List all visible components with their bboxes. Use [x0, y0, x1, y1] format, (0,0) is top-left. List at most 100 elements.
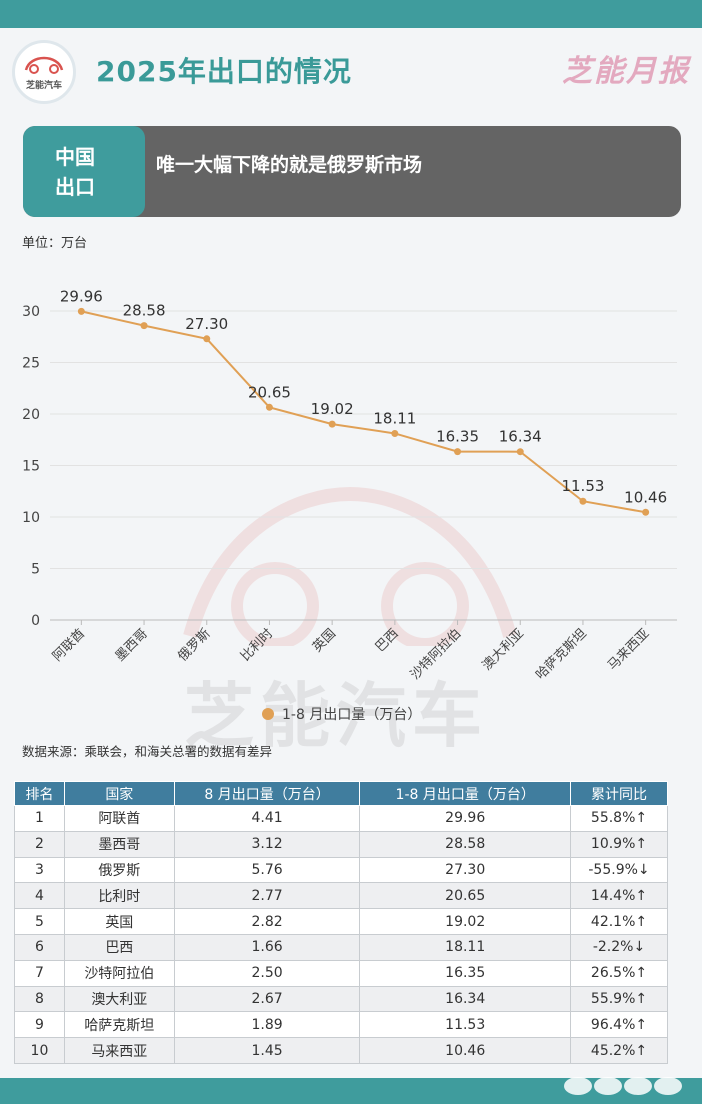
- brand-name: 芝能月报: [562, 54, 690, 89]
- table-cell: 1.45: [173, 1037, 361, 1064]
- table-row: 1 阿联酋 4.41 29.96 55.8%↑: [14, 805, 668, 832]
- table-cell: 4.41: [173, 805, 361, 832]
- y-tick-label: 15: [22, 459, 40, 475]
- table-cell: 29.96: [359, 805, 572, 832]
- x-tick-label: 英国: [310, 626, 339, 655]
- car-logo-icon: [24, 56, 64, 74]
- x-tick-label: 俄罗斯: [175, 626, 213, 664]
- legend-marker: [262, 708, 274, 720]
- table-cell: 1.89: [173, 1011, 361, 1039]
- data-point: [140, 322, 148, 330]
- y-tick-label: 10: [22, 510, 40, 526]
- table-cell: 澳大利亚: [63, 985, 175, 1013]
- y-tick-label: 30: [22, 304, 40, 320]
- table-row: 4 比利时 2.77 20.65 14.4%↑: [14, 882, 668, 910]
- data-point: [516, 448, 524, 456]
- table-cell: -55.9%↓: [570, 856, 668, 884]
- table-cell: 哈萨克斯坦: [63, 1011, 175, 1039]
- table-header-cell: 8 月出口量（万台）: [173, 781, 361, 806]
- table-row: 8 澳大利亚 2.67 16.34 55.9%↑: [14, 985, 668, 1013]
- table-cell: 俄罗斯: [63, 856, 175, 884]
- table-row: 9 哈萨克斯坦 1.89 11.53 96.4%↑: [14, 1011, 668, 1039]
- x-tick-label: 墨西哥: [113, 626, 151, 664]
- table-cell: 96.4%↑: [570, 1011, 668, 1039]
- logo-text: 芝能汽车: [25, 80, 62, 91]
- banner-tag: 中国 出口: [23, 126, 145, 217]
- table-body: 1 阿联酋 4.41 29.96 55.8%↑ 2 墨西哥 3.12 28.58 10.9%↑ 3 俄…: [14, 805, 668, 1064]
- data-label: 28.58: [123, 302, 166, 320]
- table-cell: 5: [14, 908, 65, 935]
- table-cell: 10.46: [359, 1037, 572, 1064]
- table-cell: 16.34: [359, 985, 572, 1013]
- table-cell: 14.4%↑: [570, 882, 668, 910]
- table-cell: 55.9%↑: [570, 985, 668, 1013]
- data-point: [579, 497, 587, 505]
- series-line: [81, 310, 646, 514]
- table-cell: 55.8%↑: [570, 805, 668, 832]
- data-label: 16.35: [436, 428, 479, 446]
- y-tick-label: 0: [31, 613, 40, 629]
- data-point: [642, 508, 650, 516]
- table-cell: 马来西亚: [63, 1037, 175, 1064]
- table-cell: 8: [14, 985, 65, 1013]
- data-label: 11.53: [561, 477, 604, 495]
- table-cell: 10: [14, 1037, 65, 1064]
- table-cell: 27.30: [359, 856, 572, 884]
- top-band: [0, 0, 702, 28]
- headline-banner: 中国 出口 唯一大幅下降的就是俄罗斯市场: [23, 126, 681, 217]
- table-cell: 英国: [63, 908, 175, 935]
- table-cell: 2: [14, 830, 65, 858]
- source-note: 数据来源：乘联会，和海关总署的数据有差异: [22, 744, 273, 759]
- unit-label: 单位：万台: [22, 236, 88, 251]
- table-cell: 20.65: [359, 882, 572, 910]
- table-cell: 19.02: [359, 908, 572, 935]
- table-cell: 阿联酋: [63, 805, 175, 832]
- x-tick-label: 沙特阿拉伯: [408, 626, 465, 683]
- x-tick-label: 马来西亚: [605, 626, 652, 673]
- line-chart: 0 5 10 15 20 25 30 阿联酋 墨西哥 俄罗斯 比利时 英国 巴西 沙特阿拉伯 澳大利亚 哈萨克…: [22, 287, 677, 723]
- data-point: [77, 307, 85, 315]
- table-cell: 墨西哥: [63, 830, 175, 858]
- banner-tag-line1: 中国: [55, 144, 95, 169]
- table-cell: 沙特阿拉伯: [63, 959, 175, 987]
- logo: 芝能汽车: [12, 40, 76, 104]
- table-header-cell: 国家: [63, 781, 175, 806]
- table-cell: 4: [14, 882, 65, 910]
- x-tick-label: 澳大利亚: [479, 626, 527, 674]
- table-cell: 5.76: [173, 856, 361, 884]
- data-label: 18.11: [373, 409, 416, 427]
- data-label: 29.96: [60, 287, 103, 305]
- table-cell: 1.66: [173, 933, 361, 961]
- table-cell: 7: [14, 959, 65, 987]
- data-point: [203, 335, 211, 343]
- data-point: [454, 448, 462, 456]
- data-point: [391, 429, 399, 437]
- data-label: 16.34: [499, 428, 542, 446]
- x-tick-label: 哈萨克斯坦: [533, 626, 590, 683]
- footer-decoration-icon: [564, 1077, 682, 1095]
- table-header-cell: 排名: [14, 781, 65, 806]
- table-row: 6 巴西 1.66 18.11 -2.2%↓: [14, 933, 668, 961]
- data-label: 27.30: [185, 315, 228, 333]
- table-cell: 16.35: [359, 959, 572, 987]
- data-point: [328, 420, 336, 428]
- table-row: 5 英国 2.82 19.02 42.1%↑: [14, 908, 668, 935]
- table-cell: 18.11: [359, 933, 572, 961]
- table-cell: 10.9%↑: [570, 830, 668, 858]
- table-cell: 2.50: [173, 959, 361, 987]
- table-row: 7 沙特阿拉伯 2.50 16.35 26.5%↑: [14, 959, 668, 987]
- table-cell: -2.2%↓: [570, 933, 668, 961]
- table-cell: 2.67: [173, 985, 361, 1013]
- table-cell: 9: [14, 1011, 65, 1039]
- table-cell: 26.5%↑: [570, 959, 668, 987]
- table-header-cell: 累计同比: [570, 781, 668, 806]
- table-cell: 6: [14, 933, 65, 961]
- table-cell: 11.53: [359, 1011, 572, 1039]
- table-cell: 比利时: [63, 882, 175, 910]
- table-cell: 1: [14, 805, 65, 832]
- table-cell: 3.12: [173, 830, 361, 858]
- y-tick-label: 25: [22, 356, 40, 372]
- table-row: 2 墨西哥 3.12 28.58 10.9%↑: [14, 830, 668, 858]
- table-row: 10 马来西亚 1.45 10.46 45.2%↑: [14, 1037, 668, 1064]
- data-label: 10.46: [624, 488, 667, 506]
